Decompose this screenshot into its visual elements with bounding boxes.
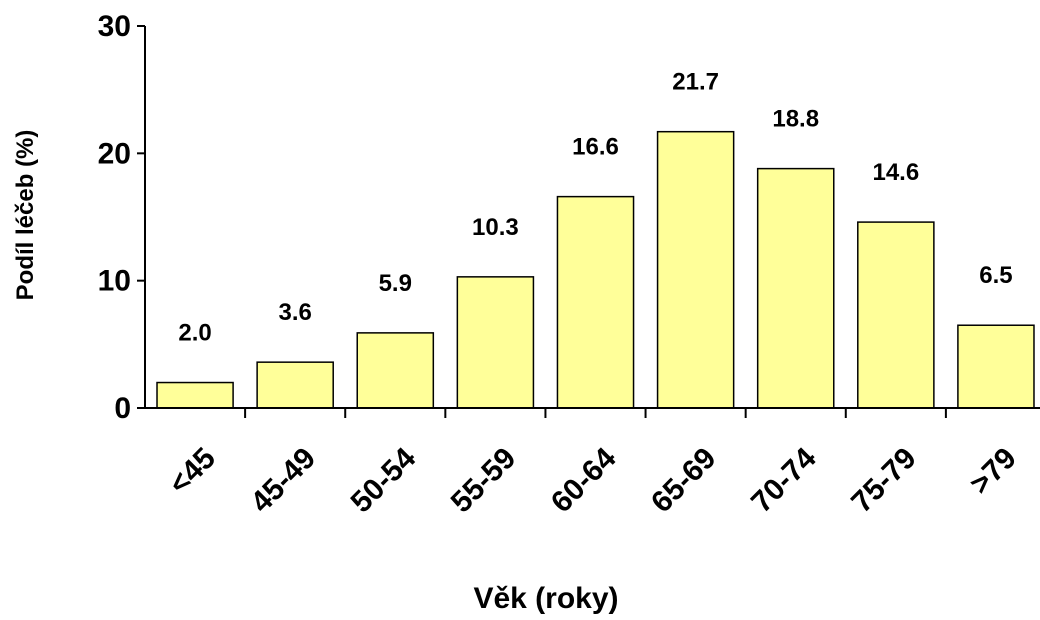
y-tick-label: 10 bbox=[98, 265, 131, 298]
y-tick-label: 20 bbox=[98, 137, 131, 170]
y-tick-label: 0 bbox=[114, 392, 131, 425]
y-axis-ticks: 0 10 20 30 bbox=[98, 10, 145, 425]
x-tick-label: 45-49 bbox=[245, 442, 323, 520]
data-label: 18.8 bbox=[772, 106, 819, 133]
data-label: 2.0 bbox=[178, 320, 211, 347]
data-label: 16.6 bbox=[572, 134, 619, 161]
x-tick-label: 75-79 bbox=[845, 442, 923, 520]
data-label: 6.5 bbox=[979, 262, 1012, 289]
data-label: 5.9 bbox=[379, 270, 412, 297]
data-label: 3.6 bbox=[278, 299, 311, 326]
bar bbox=[156, 381, 234, 409]
y-axis-title: Podíl léčeb (%) bbox=[12, 130, 39, 301]
x-tick-label: <45 bbox=[163, 442, 222, 501]
bar bbox=[656, 130, 735, 409]
x-tick-label: >79 bbox=[964, 442, 1023, 501]
x-tick-label: 65-69 bbox=[645, 442, 723, 520]
bar bbox=[957, 324, 1035, 409]
data-label: 21.7 bbox=[672, 69, 719, 96]
x-axis-title: Věk (roky) bbox=[473, 582, 618, 615]
bar bbox=[356, 332, 435, 409]
value-labels: 2.0 3.6 5.9 10.3 16.6 21.7 18.8 14.6 6.5 bbox=[178, 69, 1012, 347]
x-axis-ticks: <45 45-49 50-54 55-59 60-64 65-69 70-74 75-79 >7… bbox=[163, 408, 1023, 520]
bar bbox=[756, 167, 835, 409]
bar bbox=[857, 221, 935, 409]
x-tick-label: 60-64 bbox=[545, 441, 623, 519]
x-tick-label: 50-54 bbox=[345, 441, 423, 519]
bars bbox=[156, 130, 1035, 409]
x-tick-label: 70-74 bbox=[745, 441, 823, 519]
data-label: 10.3 bbox=[472, 214, 519, 241]
x-tick-label: 55-59 bbox=[445, 442, 523, 520]
data-label: 14.6 bbox=[872, 159, 919, 186]
bar bbox=[556, 195, 635, 409]
y-tick-label: 30 bbox=[98, 10, 131, 43]
bar bbox=[456, 276, 535, 409]
bar bbox=[256, 361, 334, 409]
